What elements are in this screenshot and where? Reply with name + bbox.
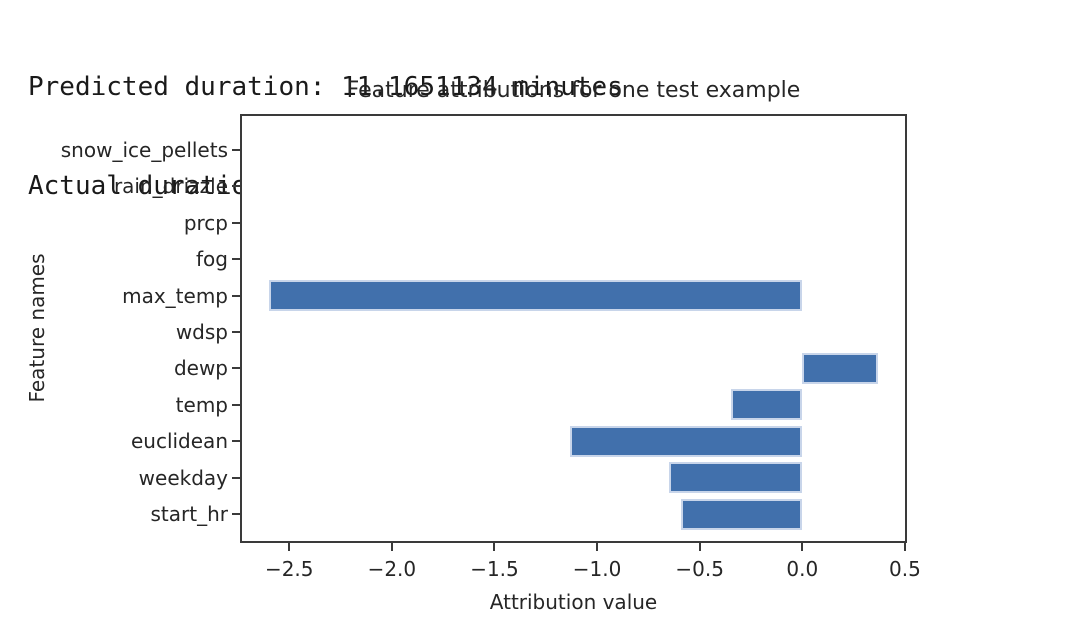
y-tick-label-max_temp: max_temp: [122, 283, 228, 308]
y-tick-label-wdsp: wdsp: [175, 320, 228, 344]
y-axis-label: Feature names: [25, 253, 49, 403]
plot-area: [240, 114, 907, 543]
y-tick-weekday: [232, 476, 240, 479]
y-tick-prcp: [232, 221, 240, 224]
y-tick-label-dewp: dewp: [173, 356, 228, 381]
stdout-line-predicted: Predicted duration: 11.1651134 minutes: [28, 72, 623, 102]
x-tick-label-0.0: 0.0: [786, 557, 819, 581]
y-tick-dewp: [232, 367, 240, 370]
x-tick-−2.0: [390, 543, 393, 551]
y-tick-label-prcp: prcp: [183, 210, 228, 235]
y-tick-label-euclidean: euclidean: [130, 429, 228, 454]
x-tick-label-−1.5: −1.5: [470, 557, 519, 581]
x-tick-label-−2.0: −2.0: [367, 557, 417, 581]
y-tick-fog: [232, 258, 240, 261]
bar-temp: [730, 389, 803, 421]
y-tick-start_hr: [232, 513, 240, 515]
y-tick-label-fog: fog: [196, 247, 228, 272]
y-tick-wdsp: [232, 331, 240, 333]
x-tick-0.5: [903, 543, 906, 551]
chart-title: Feature attributions for one test exampl…: [346, 78, 801, 103]
y-tick-label-snow_ice_pellets: snow_ice_pellets: [60, 138, 228, 162]
y-tick-snow_ice_pellets: [232, 149, 240, 151]
x-tick-label-0.5: 0.5: [889, 557, 921, 581]
bar-weekday: [668, 462, 803, 494]
y-tick-label-start_hr: start_hr: [150, 502, 228, 526]
y-tick-temp: [232, 403, 240, 406]
y-tick-label-rain_drizzle: rain_drizzle: [113, 174, 228, 199]
y-tick-label-weekday: weekday: [138, 465, 228, 490]
bar-euclidean: [570, 425, 803, 457]
bar-start_hr: [681, 498, 803, 530]
y-tick-label-temp: temp: [175, 392, 228, 417]
x-tick-−1.0: [596, 543, 599, 551]
x-tick-−2.5: [288, 543, 291, 551]
bar-dewp: [802, 352, 879, 384]
y-tick-rain_drizzle: [232, 185, 240, 188]
x-tick-−1.5: [493, 543, 496, 551]
y-tick-euclidean: [232, 440, 240, 443]
x-tick-label-−2.5: −2.5: [264, 557, 314, 581]
x-tick-label-−0.5: −0.5: [675, 557, 724, 581]
y-tick-max_temp: [232, 294, 240, 297]
x-tick-−0.5: [698, 543, 701, 551]
x-axis-label: Attribution value: [489, 590, 658, 614]
bar-max_temp: [268, 280, 803, 312]
x-tick-label-−1.0: −1.0: [572, 557, 622, 581]
x-tick-0.0: [801, 543, 804, 551]
